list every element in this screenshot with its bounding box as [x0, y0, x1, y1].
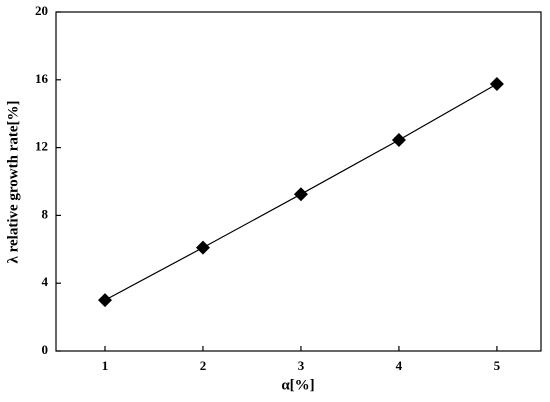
- x-tick-label: 3: [298, 358, 305, 373]
- marker: [391, 132, 406, 147]
- x-tick-label: 2: [200, 358, 207, 373]
- y-tick-label: 16: [35, 71, 49, 86]
- y-tick-label: 8: [42, 206, 49, 221]
- y-tick-label: 20: [35, 3, 48, 18]
- y-axis-title: λ relative growth rate[%]: [5, 100, 21, 263]
- marker: [293, 187, 308, 202]
- x-tick-label: 4: [396, 358, 403, 373]
- x-tick-label: 1: [102, 358, 109, 373]
- marker: [97, 293, 112, 308]
- plot-frame: [55, 11, 542, 352]
- y-tick-label: 0: [42, 342, 49, 357]
- y-tick-label: 4: [42, 274, 49, 289]
- marker: [195, 240, 210, 255]
- x-axis-title: α[%]: [281, 377, 314, 393]
- y-tick-label: 12: [35, 139, 48, 154]
- x-tick-label: 5: [494, 358, 501, 373]
- marker: [489, 77, 504, 92]
